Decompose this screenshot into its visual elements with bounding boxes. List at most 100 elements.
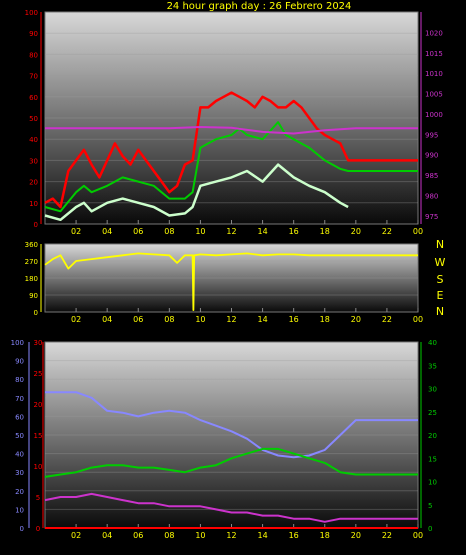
y-humidity-tick-label: 20 (15, 488, 24, 496)
x-tick-label: 18 (320, 227, 330, 236)
y-right-tick-label: 980 (425, 192, 438, 200)
y-humidity-tick-label: 30 (15, 469, 24, 477)
temperature-series-line (44, 447, 418, 478)
y-right-tick-label: 1000 (425, 111, 443, 119)
y-humidity-tick-label: 60 (15, 413, 24, 421)
y-right-tick-label: 5 (428, 502, 432, 510)
x-tick-label: 08 (164, 315, 174, 324)
y-right-tick-label: 25 (428, 409, 437, 417)
x-tick-label: 08 (164, 227, 174, 236)
x-tick-label: 06 (133, 227, 143, 236)
wind-pressure-panel: 1009080706050403020100102010151010100510… (25, 9, 443, 236)
y-tick-label: 0 (34, 309, 38, 317)
gust-series-line (44, 91, 418, 209)
x-tick-label: 16 (289, 227, 299, 236)
x-tick-label: 18 (320, 531, 330, 540)
y-left-tick-label: 80 (29, 51, 38, 59)
y-left-tick-label: 15 (34, 432, 43, 440)
x-tick-label: 20 (351, 531, 361, 540)
y-humidity-tick-label: 50 (15, 432, 24, 440)
x-tick-label: 02 (71, 315, 81, 324)
y-left-tick-label: 0 (34, 221, 38, 229)
x-tick-label: 00 (413, 227, 423, 236)
y-humidity-tick-label: 100 (11, 339, 24, 347)
y-right-tick-label: 35 (428, 362, 437, 370)
y-left-tick-label: 30 (29, 157, 38, 165)
x-tick-label: 10 (195, 315, 205, 324)
x-tick-label: 22 (382, 531, 392, 540)
x-tick-label: 10 (195, 531, 205, 540)
x-tick-label: 14 (257, 315, 267, 324)
x-tick-label: 10 (195, 227, 205, 236)
wind-direction-panel: 360 270 180 90 0 02 04 06 08 10 12 14 16 18 20 22 00 (25, 241, 423, 324)
y-tick-label: 90 (29, 292, 38, 300)
y-right-tick-label: 1005 (425, 91, 443, 99)
y-tick-label: 360 (25, 241, 38, 249)
plot-background (45, 12, 418, 224)
x-tick-label: 06 (133, 531, 143, 540)
y-left-tick-label: 25 (34, 370, 43, 378)
y-left-tick-label: 90 (29, 30, 38, 38)
y-left-tick-label: 10 (34, 463, 43, 471)
compass-letter: E (437, 289, 444, 302)
x-tick-label: 06 (133, 315, 143, 324)
y-left-tick-label: 70 (29, 73, 38, 81)
y-humidity-tick-label: 70 (15, 395, 24, 403)
x-tick-label: 22 (382, 227, 392, 236)
x-tick-label: 08 (164, 531, 174, 540)
x-tick-label: 16 (289, 531, 299, 540)
compass-letter: S (437, 273, 444, 286)
y-right-tick-label: 1020 (425, 29, 443, 37)
y-tick-label: 270 (25, 258, 38, 266)
y-right-tick-label: 990 (425, 152, 438, 160)
compass-letter: N (436, 238, 444, 251)
y-left-tick-label: 60 (29, 94, 38, 102)
x-tick-label: 20 (351, 227, 361, 236)
x-tick-label: 02 (71, 227, 81, 236)
x-tick-label: 12 (226, 531, 236, 540)
x-tick-label: 12 (226, 227, 236, 236)
y-right-tick-label: 0 (428, 525, 432, 533)
x-tick-label: 14 (257, 531, 267, 540)
x-tick-label: 16 (289, 315, 299, 324)
dewpoint-series-line (44, 492, 418, 523)
y-right-tick-label: 30 (428, 386, 437, 394)
y-right-tick-label: 40 (428, 339, 437, 347)
y-right-tick-label: 985 (425, 172, 438, 180)
y-right-tick-label: 975 (425, 213, 438, 221)
x-tick-label: 04 (102, 315, 112, 324)
y-right-tick-label: 15 (428, 455, 437, 463)
x-tick-label: 22 (382, 315, 392, 324)
y-right-tick-label: 20 (428, 432, 437, 440)
wind-series-line (44, 163, 349, 222)
x-tick-label: 04 (102, 531, 112, 540)
y-right-tick-label: 1015 (425, 50, 443, 58)
y-left-tick-label: 50 (29, 115, 38, 123)
y-left-tick-label: 100 (25, 9, 38, 17)
y-humidity-tick-label: 90 (15, 358, 24, 366)
y-humidity-tick-label: 40 (15, 451, 24, 459)
temp-humidity-panel: 1009080706050403020100302520151050403530… (11, 339, 437, 540)
y-left-tick-label: 20 (29, 179, 38, 187)
x-tick-label: 00 (413, 315, 423, 324)
humidity-series-line (45, 391, 418, 459)
y-left-tick-label: 40 (29, 136, 38, 144)
compass-letter: W (435, 256, 446, 269)
y-left-tick-label: 10 (29, 200, 38, 208)
chart-title: 24 hour graph day : 26 Febrero 2024 (167, 1, 352, 12)
y-humidity-tick-label: 10 (15, 506, 24, 514)
x-tick-label: 04 (102, 227, 112, 236)
y-left-tick-label: 30 (34, 339, 43, 347)
pressure-series-line (45, 126, 418, 135)
y-humidity-tick-label: 0 (20, 525, 24, 533)
x-tick-label: 14 (257, 227, 267, 236)
x-tick-label: 18 (320, 315, 330, 324)
direction-series-line (44, 252, 418, 312)
x-tick-label: 12 (226, 315, 236, 324)
avg-series-line (44, 121, 418, 213)
x-tick-label: 00 (413, 531, 423, 540)
y-humidity-tick-label: 80 (15, 376, 24, 384)
y-right-tick-label: 1010 (425, 70, 443, 78)
